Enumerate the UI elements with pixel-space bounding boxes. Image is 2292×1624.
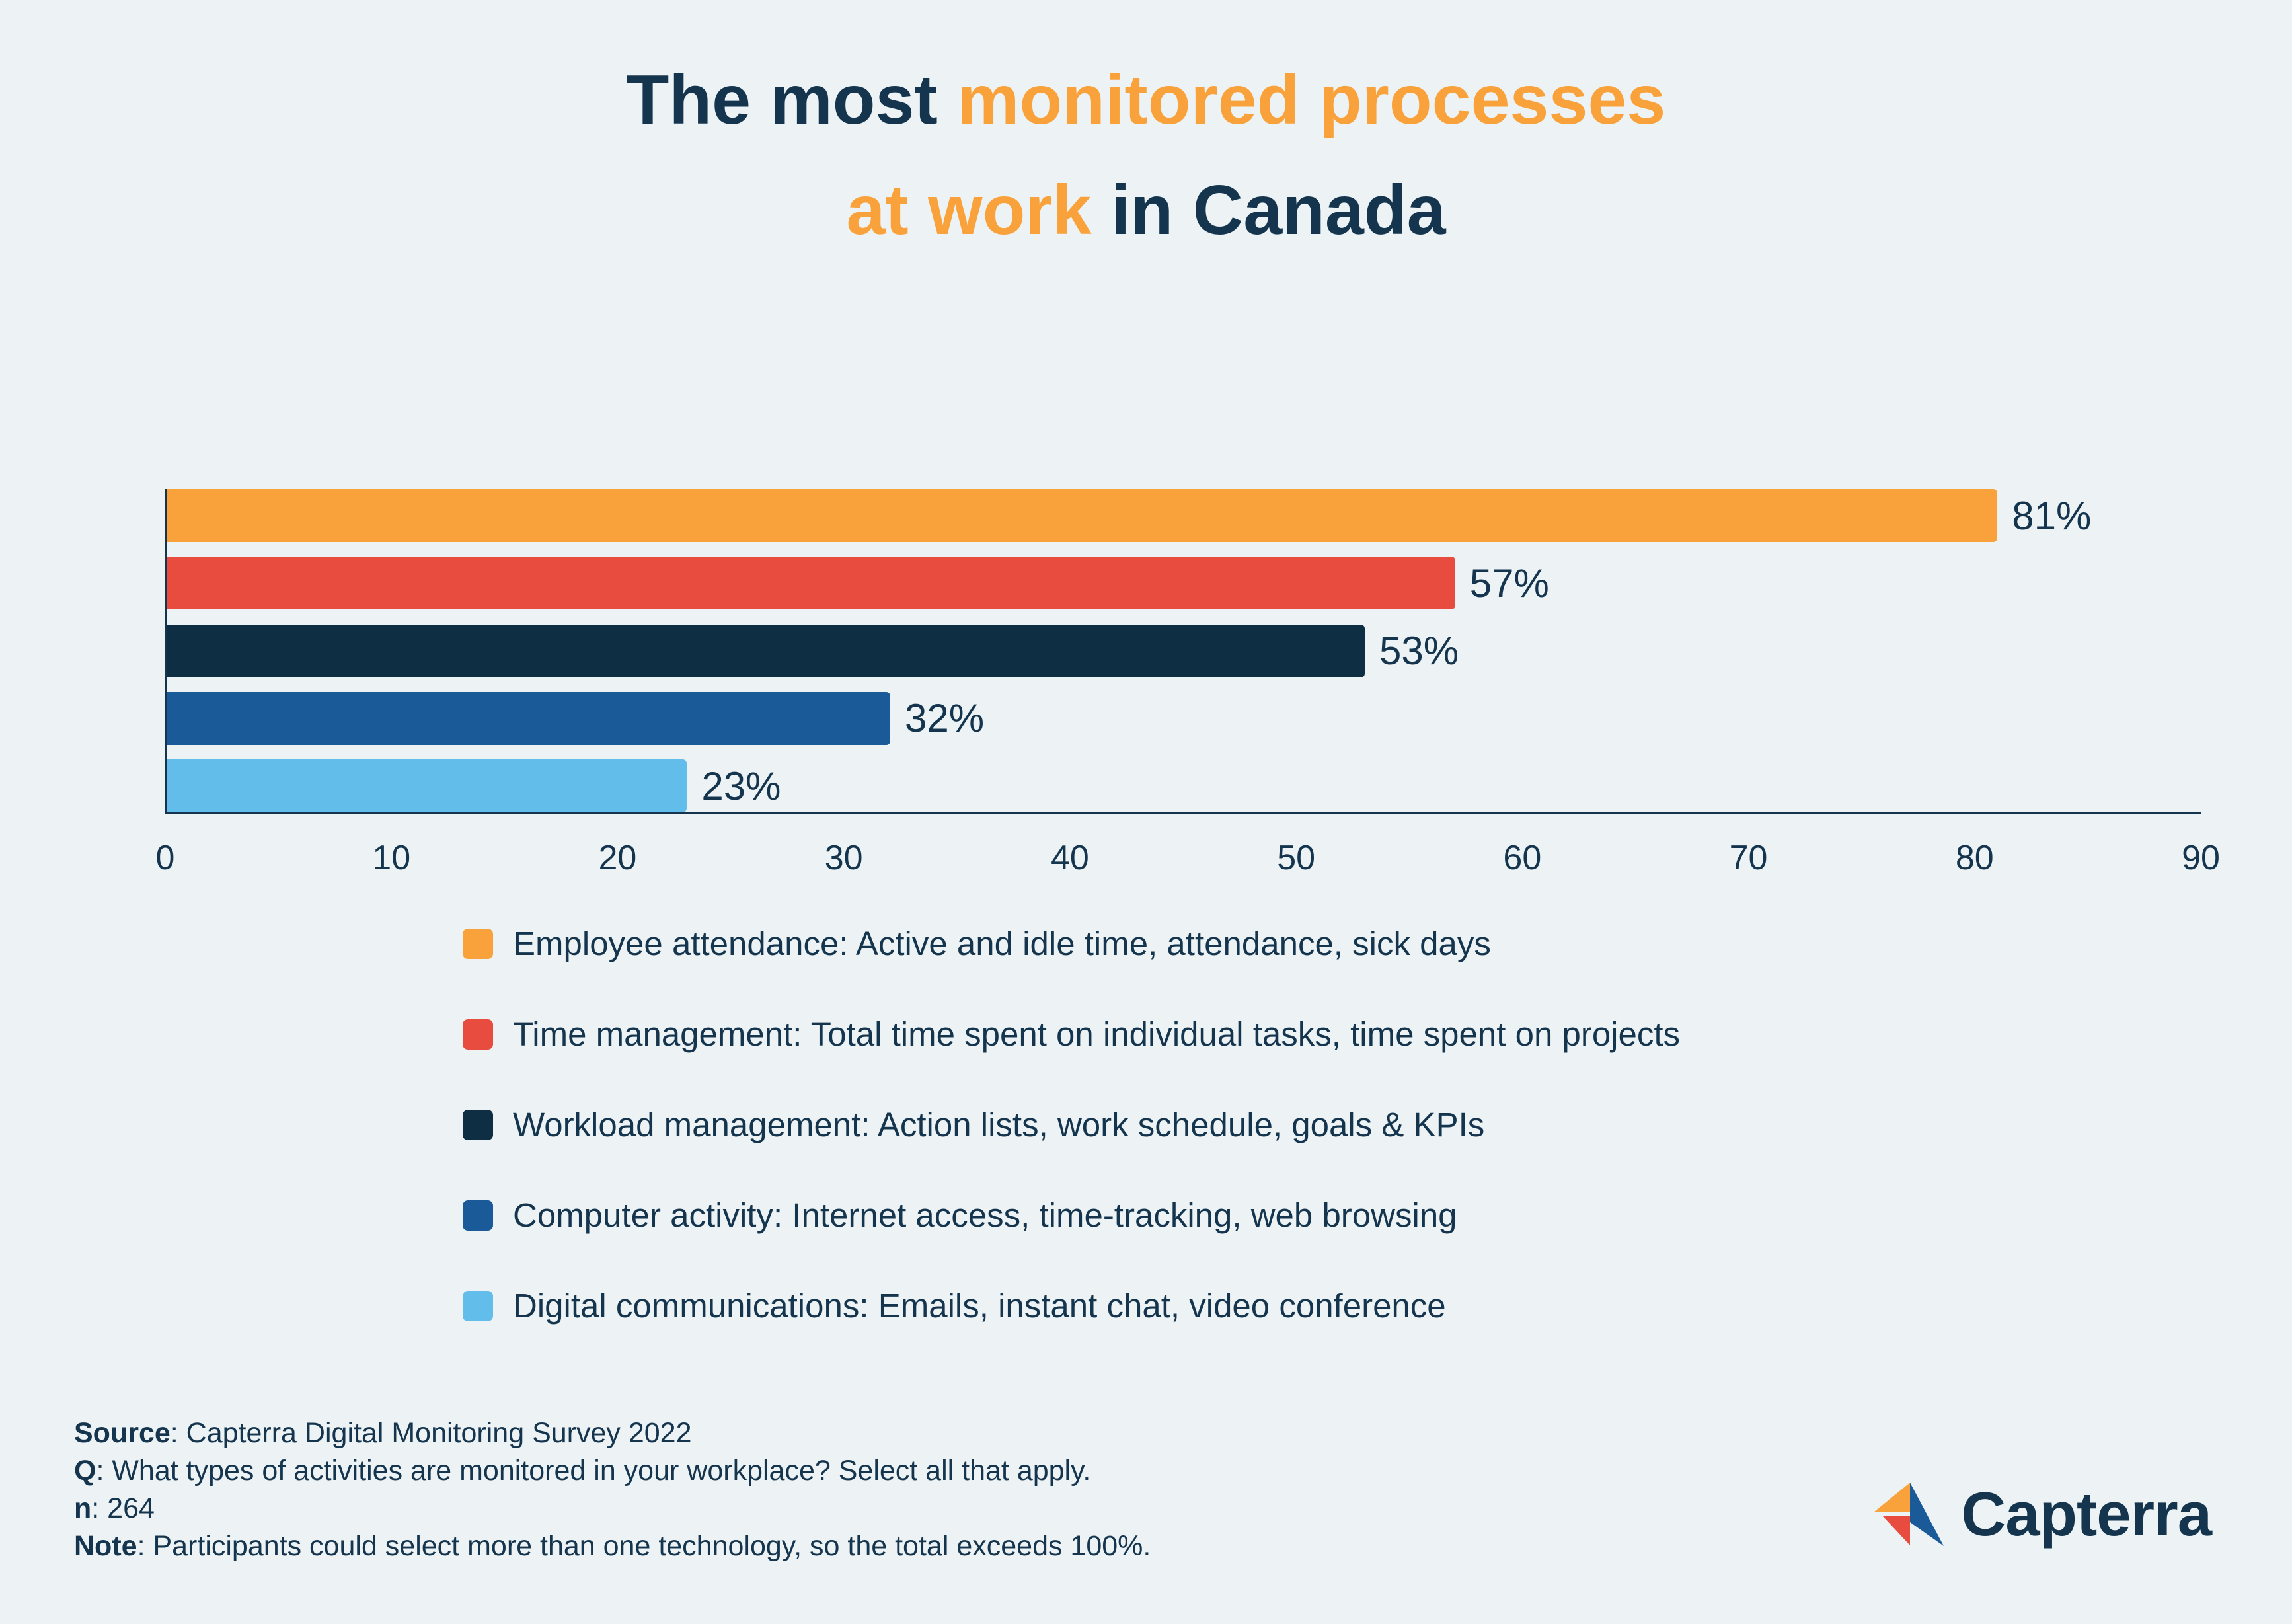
legend-swatch — [463, 1290, 493, 1321]
legend-swatch — [463, 1109, 493, 1140]
footer-n-text: : 264 — [91, 1492, 155, 1524]
plot-area: 81% 57% 53% 32% 23% — [165, 489, 2201, 814]
bar-value-label: 57% — [1469, 561, 1549, 605]
x-tick-label: 60 — [1503, 839, 1542, 877]
legend-item: Workload management: Action lists, work … — [463, 1105, 1680, 1144]
x-tick-label: 50 — [1277, 839, 1316, 877]
x-tick-label: 70 — [1729, 839, 1768, 877]
footer-source-text: : Capterra Digital Monitoring Survey 202… — [170, 1417, 692, 1449]
capterra-logo-icon — [1874, 1483, 1944, 1546]
x-axis-ticks: 0 10 20 30 40 50 60 70 80 90 — [156, 838, 2220, 884]
bar-digital-communications — [167, 759, 687, 812]
title-part-2: monitored processes — [957, 61, 1666, 139]
footer-note-text: : Participants could select more than on… — [137, 1530, 1151, 1562]
footer-question-label: Q — [74, 1455, 96, 1487]
bar-value-label: 53% — [1379, 629, 1459, 673]
x-tick-label: 10 — [372, 839, 411, 877]
bar-value-label: 32% — [905, 696, 985, 741]
footer-n-line: n: 264 — [74, 1490, 1151, 1527]
legend-label: Computer activity: Internet access, time… — [513, 1196, 1457, 1234]
legend-swatch — [463, 928, 493, 959]
capterra-logo-text: Capterra — [1961, 1479, 2212, 1549]
legend-swatch — [463, 1200, 493, 1231]
bar-computer-activity — [167, 691, 891, 745]
legend-item: Time management: Total time spent on ind… — [463, 1015, 1680, 1054]
footer-note-label: Note — [74, 1530, 137, 1562]
bar-value-label: 23% — [701, 763, 781, 808]
footer-source-label: Source — [74, 1417, 171, 1449]
footer-source-line: Source: Capterra Digital Monitoring Surv… — [74, 1414, 1151, 1452]
title-part-3: at work — [846, 171, 1092, 250]
legend-label: Workload management: Action lists, work … — [513, 1106, 1485, 1143]
title-part-1: The most — [626, 61, 938, 139]
footer-question-line: Q: What types of activities are monitore… — [74, 1452, 1151, 1490]
x-tick-label: 20 — [598, 839, 637, 877]
capterra-logo: Capterra — [1872, 1479, 2212, 1550]
bar-value-label: 81% — [2012, 493, 2092, 538]
footer-notes: Source: Capterra Digital Monitoring Surv… — [74, 1414, 1151, 1565]
chart-title: The most monitored processes at work in … — [0, 45, 2292, 266]
x-tick-label: 90 — [2182, 839, 2220, 877]
bar-row: 81% — [167, 489, 2201, 542]
x-tick-label: 0 — [155, 839, 175, 877]
footer-question-text: : What types of activities are monitored… — [96, 1455, 1091, 1487]
bar-row: 53% — [167, 624, 2201, 677]
title-part-4: in Canada — [1111, 171, 1446, 250]
footer-n-label: n — [74, 1492, 92, 1524]
legend-label: Employee attendance: Active and idle tim… — [513, 925, 1491, 962]
x-tick-label: 80 — [1955, 839, 1994, 877]
x-tick-label: 40 — [1050, 839, 1089, 877]
bar-employee-attendance — [167, 489, 1998, 542]
x-tick-label: 30 — [824, 839, 863, 877]
legend-label: Time management: Total time spent on ind… — [513, 1015, 1681, 1053]
bar-row: 32% — [167, 691, 2201, 745]
bar-row: 57% — [167, 557, 2201, 610]
legend: Employee attendance: Active and idle tim… — [463, 924, 1680, 1325]
legend-swatch — [463, 1019, 493, 1050]
bar-time-management — [167, 557, 1455, 610]
legend-item: Employee attendance: Active and idle tim… — [463, 924, 1680, 963]
legend-item: Digital communications: Emails, instant … — [463, 1286, 1680, 1325]
footer-note-line: Note: Participants could select more tha… — [74, 1527, 1151, 1565]
bar-workload-management — [167, 624, 1365, 677]
legend-item: Computer activity: Internet access, time… — [463, 1196, 1680, 1235]
legend-label: Digital communications: Emails, instant … — [513, 1287, 1446, 1325]
bar-row: 23% — [167, 759, 2201, 812]
